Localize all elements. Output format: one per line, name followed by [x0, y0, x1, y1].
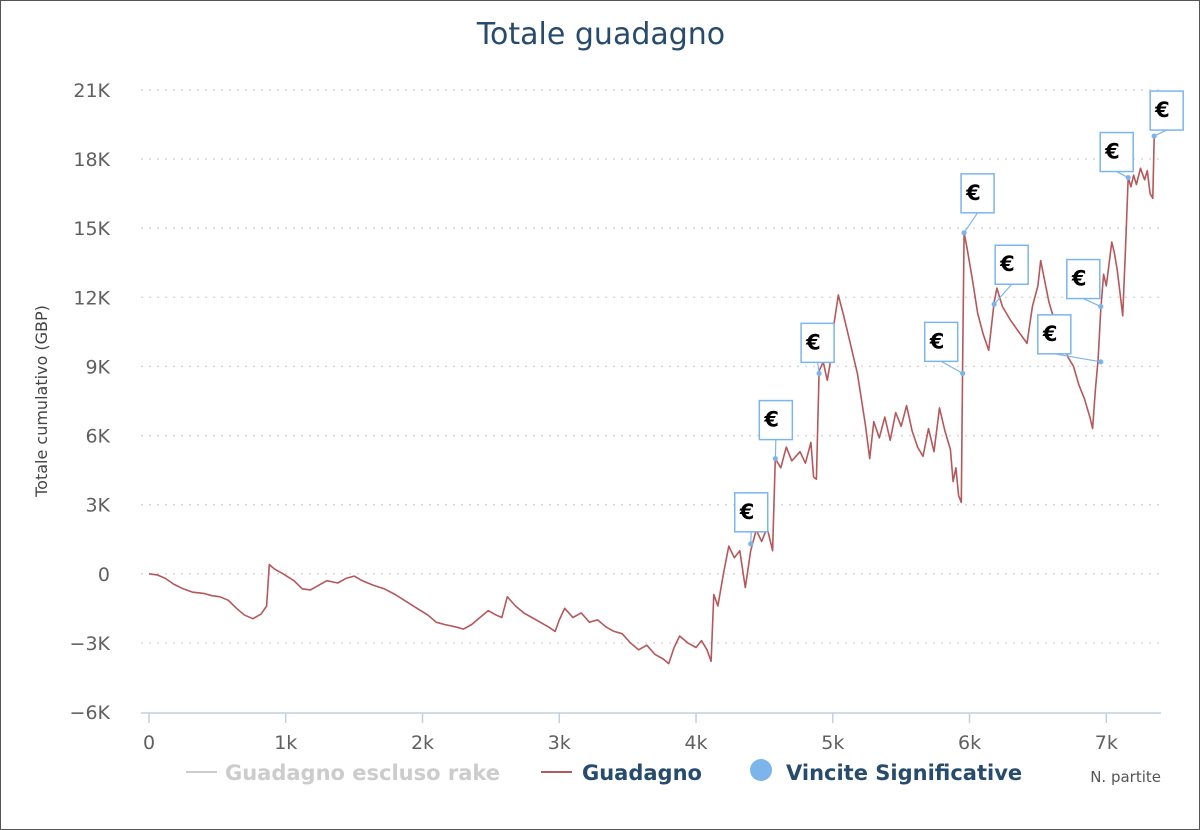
x-axis: 0 1k 2k 3k 4k 5k 6k 7k — [141, 712, 1161, 754]
y-tick-label: 18K — [73, 149, 110, 171]
chart-title: Totale guadagno — [476, 17, 725, 52]
euro-flag-label: € — [1104, 140, 1120, 164]
x-tick-label: 3k — [548, 732, 571, 754]
euro-flag[interactable] — [1066, 258, 1101, 300]
y-tick-label: −6K — [70, 702, 111, 724]
y-tick-label: 15K — [73, 218, 110, 240]
legend-item-guadagno[interactable]: Guadagno — [541, 761, 702, 785]
x-axis-label: N. partite — [1090, 768, 1161, 786]
legend-item-vincite-significative[interactable]: Vincite Significative — [750, 759, 1022, 785]
flag-connector — [1054, 353, 1101, 363]
legend-swatch-vincite-significative — [750, 759, 772, 781]
win-point[interactable] — [748, 541, 754, 547]
flag-connector — [774, 439, 777, 459]
win-point[interactable] — [1125, 174, 1131, 181]
euro-flag-label: € — [929, 329, 945, 353]
flag-connector — [1083, 298, 1102, 308]
y-tick-label: 9K — [85, 356, 110, 378]
win-point[interactable] — [1098, 359, 1104, 365]
y-tick-label: 3K — [85, 495, 110, 517]
legend[interactable]: Guadagno escluso rake Guadagno Vincite S… — [186, 759, 1022, 785]
y-tick-label: 21K — [73, 80, 110, 102]
significant-win-flags[interactable]: € € € € € € € € € € — [733, 90, 1184, 547]
x-tick-label: 4k — [684, 732, 707, 754]
win-point[interactable] — [816, 370, 822, 376]
x-tick-label: 6k — [958, 732, 981, 754]
win-point[interactable] — [772, 455, 778, 462]
win-point[interactable] — [960, 370, 966, 376]
y-axis-label: Totale cumulativo (GBP) — [32, 305, 51, 498]
flag-connector — [940, 360, 963, 374]
grid-lines — [141, 89, 1161, 644]
euro-flag[interactable] — [994, 244, 1029, 285]
euro-flag[interactable] — [960, 173, 995, 214]
x-tick-label: 7k — [1095, 732, 1118, 754]
euro-flag[interactable] — [1149, 90, 1184, 131]
legend-label-guadagno[interactable]: Guadagno — [582, 761, 702, 785]
win-point[interactable] — [1098, 303, 1104, 310]
euro-flag[interactable] — [1099, 131, 1134, 173]
win-point[interactable] — [1151, 133, 1157, 139]
euro-flag[interactable] — [1037, 314, 1072, 355]
legend-label-guadagno-escluso-rake[interactable]: Guadagno escluso rake — [225, 761, 500, 785]
x-tick-label: 1k — [274, 732, 297, 754]
y-tick-label: 6K — [85, 426, 110, 448]
y-axis-ticks: −6K −3K 0 3K 6K 9K 12K 15K 18K 21K — [70, 80, 111, 724]
euro-flag[interactable] — [923, 321, 959, 363]
euro-flag-label: € — [1042, 322, 1058, 346]
series-lines — [148, 136, 1155, 665]
euro-flag-label: € — [1154, 98, 1170, 122]
euro-flag[interactable] — [758, 399, 794, 441]
euro-flag-label: € — [805, 330, 821, 354]
series-line-guadagno[interactable] — [148, 136, 1155, 665]
x-tick-label: 5k — [821, 732, 844, 754]
flag-connector — [963, 212, 979, 234]
y-tick-label: −3K — [70, 633, 111, 655]
euro-flag-label: € — [763, 408, 779, 432]
y-tick-label: 0 — [98, 564, 110, 586]
euro-flag-label: € — [965, 181, 981, 205]
win-point[interactable] — [991, 301, 997, 307]
euro-flag[interactable] — [800, 322, 835, 364]
y-tick-label: 12K — [73, 287, 110, 309]
euro-flag-label: € — [1071, 267, 1087, 291]
win-point[interactable] — [961, 230, 967, 236]
flag-connector — [993, 283, 1013, 305]
x-tick-label: 0 — [143, 732, 155, 754]
x-tick-label: 2k — [411, 732, 434, 754]
legend-label-vincite-significative[interactable]: Vincite Significative — [786, 761, 1022, 785]
euro-flag[interactable] — [733, 492, 769, 533]
euro-flag-label: € — [739, 500, 755, 524]
euro-flag-label: € — [999, 252, 1015, 276]
legend-item-guadagno-escluso-rake[interactable]: Guadagno escluso rake — [186, 761, 500, 785]
